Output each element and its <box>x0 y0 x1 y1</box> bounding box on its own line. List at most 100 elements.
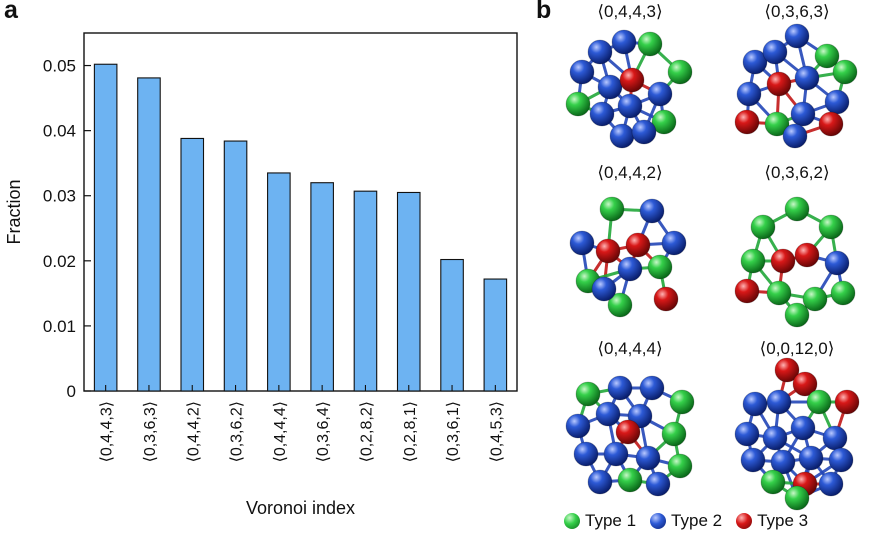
cluster-atom <box>794 242 820 268</box>
cluster-atom <box>619 67 645 93</box>
legend-item-type2: Type 2 <box>650 511 722 531</box>
cluster-atom <box>653 286 679 312</box>
legend-item-type1: Type 1 <box>564 511 636 531</box>
y-tick-label: 0.01 <box>43 317 76 336</box>
cluster-atom <box>591 276 617 302</box>
cluster-atom <box>784 302 810 328</box>
y-tick-label: 0.02 <box>43 252 76 271</box>
cluster-atom <box>607 292 633 318</box>
cluster-label-3: ⟨0,4,4,2⟩ <box>597 163 663 182</box>
cluster-label-4: ⟨0,3,6,2⟩ <box>764 163 830 182</box>
cluster-renderings <box>565 23 860 511</box>
cluster-atom <box>647 81 673 107</box>
cluster-atom <box>770 248 796 274</box>
x-tick-label: ⟨0,2,8,1⟩ <box>402 401 419 462</box>
cluster-atom <box>782 123 808 149</box>
x-tick-label: ⟨0,4,5,3⟩ <box>488 401 505 462</box>
cluster-atom <box>617 256 643 282</box>
cluster-atom <box>784 23 810 49</box>
plot-frame <box>83 32 518 392</box>
cluster-2 <box>734 23 858 149</box>
cluster-atom <box>828 447 854 473</box>
cluster-atom <box>734 278 760 304</box>
cluster-atom <box>667 453 693 479</box>
cluster-4 <box>734 196 856 328</box>
cluster-atom <box>784 196 810 222</box>
cluster-atom <box>762 425 788 451</box>
cluster-atom <box>824 250 850 276</box>
cluster-atom <box>669 389 695 415</box>
x-tick-label: ⟨0,3,6,2⟩ <box>229 401 246 462</box>
legend-swatch-type1 <box>564 513 580 529</box>
cluster-atom <box>818 111 844 137</box>
cluster-atom <box>637 31 663 57</box>
cluster-atom <box>617 93 643 119</box>
cluster-atom <box>611 29 637 55</box>
bar <box>353 190 378 392</box>
cluster-3 <box>569 196 687 318</box>
cluster-atom <box>790 101 816 127</box>
cluster-atom <box>589 101 615 127</box>
bar <box>137 77 161 392</box>
cluster-atom <box>565 413 591 439</box>
cluster-atom <box>762 39 788 65</box>
cluster-atom <box>647 254 673 280</box>
legend-item-type3: Type 3 <box>736 511 808 531</box>
cluster-atom <box>651 109 677 135</box>
cluster-atom <box>770 449 796 475</box>
bar <box>93 63 118 392</box>
cluster-atom <box>569 59 595 85</box>
cluster-atom <box>734 109 760 135</box>
cluster-atom <box>814 43 840 69</box>
cluster-atom <box>792 371 818 397</box>
y-tick-label: 0 <box>67 382 76 401</box>
bar-chart: 0 0.01 0.02 0.03 0.04 0.05 ⟨0,4,4,3⟩ ⟨0,3,6,3⟩ ⟨… <box>4 32 518 518</box>
cluster-atom <box>645 471 671 497</box>
legend-swatch-type3 <box>736 513 753 529</box>
cluster-atom <box>794 65 820 91</box>
bar <box>267 172 291 392</box>
cluster-atom <box>742 391 768 417</box>
cluster-label-5: ⟨0,4,4,4⟩ <box>597 339 663 358</box>
y-axis-label: Fraction <box>4 179 24 244</box>
x-axis-label: Voronoi index <box>246 498 355 518</box>
panel-a-letter: a <box>4 0 18 24</box>
cluster-atom <box>824 89 850 115</box>
cluster-atom <box>784 485 810 511</box>
y-tick-label: 0.03 <box>43 187 76 206</box>
cluster-atom <box>667 59 693 85</box>
cluster-atom <box>740 248 766 274</box>
panel-b-letter: b <box>536 0 552 24</box>
cluster-atom <box>742 49 768 75</box>
cluster-atom <box>736 81 762 107</box>
cluster-atom <box>595 238 621 264</box>
x-tick-label: ⟨0,4,4,2⟩ <box>185 401 202 462</box>
cluster-label-6: ⟨0,0,12,0⟩ <box>759 339 835 358</box>
cluster-atom <box>774 357 800 383</box>
cluster-atom <box>603 441 629 467</box>
x-tick-label: ⟨0,2,8,2⟩ <box>358 401 375 462</box>
bar <box>396 191 421 392</box>
cluster-atom <box>569 230 595 256</box>
bar <box>223 140 248 392</box>
cluster-atom <box>617 467 643 493</box>
cluster-atom <box>764 111 790 137</box>
x-tick-label: ⟨0,3,6,1⟩ <box>445 401 462 462</box>
cluster-atom <box>766 71 792 97</box>
cluster-atom <box>790 415 816 441</box>
cluster-atom <box>631 119 657 145</box>
cluster-label-2: ⟨0,3,6,3⟩ <box>764 2 830 21</box>
legend-label-type3: Type 3 <box>757 511 809 530</box>
x-tick-label: ⟨0,3,6,3⟩ <box>142 401 159 462</box>
cluster-atom <box>575 381 601 407</box>
cluster-atom <box>802 286 828 312</box>
cluster-label-1: ⟨0,4,4,3⟩ <box>597 2 663 21</box>
legend-swatch-type2 <box>650 513 667 529</box>
cluster-atom <box>822 425 848 451</box>
cluster-atom <box>639 198 665 224</box>
cluster-legend: Type 1 Type 2 Type 3 <box>564 511 816 531</box>
cluster-atom <box>834 389 860 415</box>
cluster-atom <box>750 214 776 240</box>
cluster-atom <box>615 419 641 445</box>
